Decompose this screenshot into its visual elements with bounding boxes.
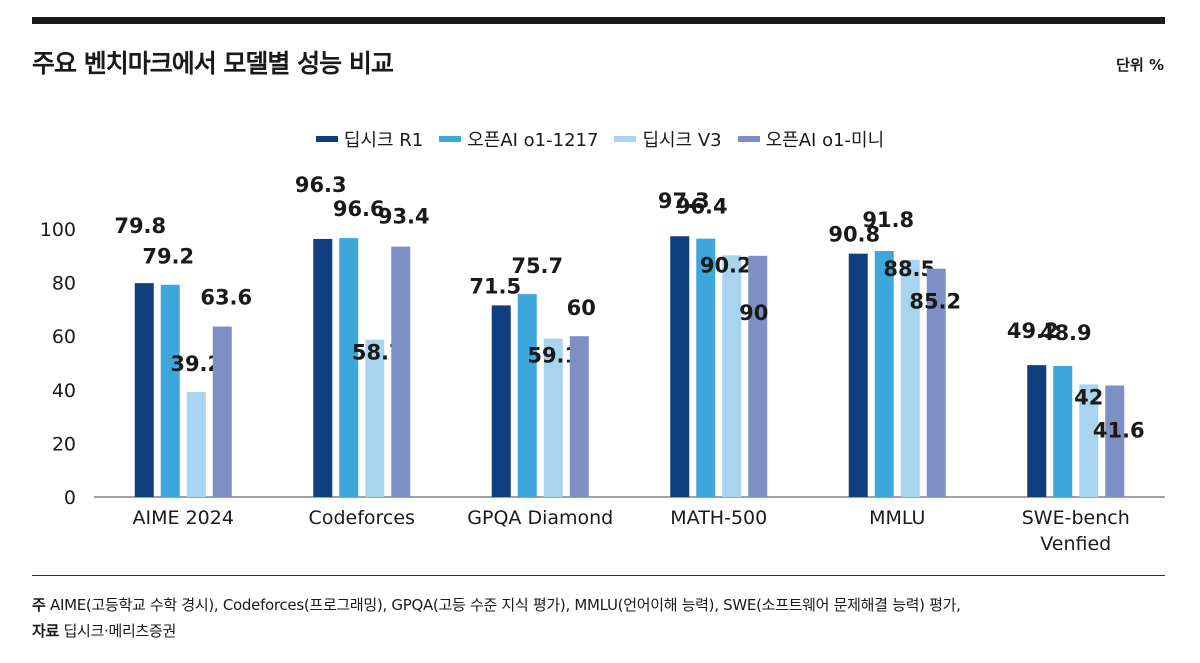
legend-swatch	[614, 136, 637, 142]
value-label: 93.4	[378, 205, 430, 229]
value-label: 79.8	[114, 214, 166, 238]
bar	[160, 284, 180, 497]
category-label: Codeforces	[309, 507, 415, 529]
value-label: 97.3	[658, 189, 710, 213]
bar	[848, 253, 868, 497]
legend-label: 오픈AI o1-미니	[765, 130, 885, 151]
bar	[900, 259, 920, 497]
bar	[1105, 385, 1125, 497]
value-label: 63.6	[200, 286, 252, 310]
bar	[1053, 365, 1073, 497]
y-tick-label: 20	[52, 433, 76, 455]
value-label: 49.2	[1007, 319, 1059, 343]
note-label: 주	[32, 596, 46, 614]
bar	[1027, 365, 1047, 497]
legend-swatch	[315, 136, 338, 142]
value-label: 42	[1074, 385, 1103, 409]
divider	[32, 575, 1165, 576]
category-label: AIME 2024	[133, 507, 234, 529]
notes: 주 AIME(고등학교 수학 경시), Codeforces(프로그래밍), G…	[32, 592, 961, 644]
bar	[543, 338, 563, 497]
legend-label: 딥시크 V3	[642, 130, 722, 151]
legend-item: 오픈AI o1-1217	[439, 126, 598, 152]
note-line: 주 AIME(고등학교 수학 경시), Codeforces(프로그래밍), G…	[32, 592, 961, 618]
bar	[212, 326, 232, 497]
bar	[517, 294, 537, 497]
legend: 딥시크 R1 오픈AI o1-1217 딥시크 V3 오픈AI o1-미니	[0, 126, 1200, 152]
chart-title: 주요 벤치마크에서 모델별 성능 비교	[32, 49, 394, 78]
bar	[365, 339, 385, 497]
source-line: 자료 딥시크·메리츠증권	[32, 618, 961, 644]
category-label: GPQA Diamond	[467, 507, 613, 529]
bar	[696, 238, 716, 497]
category-label: MATH-500	[670, 507, 767, 529]
bar	[722, 255, 742, 497]
y-tick-label: 0	[64, 487, 76, 509]
value-label: 90.8	[828, 223, 880, 247]
value-label: 71.5	[469, 274, 521, 298]
value-label: 90	[739, 301, 768, 325]
bar	[134, 283, 154, 497]
value-label: 75.7	[511, 254, 563, 278]
source-text: 딥시크·메리츠증권	[63, 622, 176, 640]
bar	[313, 238, 333, 497]
y-tick-label: 40	[52, 380, 76, 402]
legend-swatch	[737, 136, 760, 142]
bar	[670, 236, 690, 497]
y-tick-label: 60	[52, 326, 76, 348]
note-text: AIME(고등학교 수학 경시), Codeforces(프로그래밍), GPQ…	[49, 596, 961, 614]
bar	[339, 238, 359, 497]
category-label: Venfied	[1040, 533, 1111, 555]
value-label: 85.2	[909, 290, 961, 314]
value-label: 48.9	[1040, 321, 1092, 345]
value-label: 91.8	[862, 208, 914, 232]
category-label: MMLU	[869, 507, 925, 529]
legend-item: 오픈AI o1-미니	[737, 126, 885, 152]
bar	[391, 246, 411, 497]
value-label: 96.6	[333, 197, 385, 221]
bar	[1079, 384, 1099, 497]
y-tick-label: 80	[52, 273, 76, 295]
legend-label: 딥시크 R1	[343, 130, 424, 151]
bar	[491, 305, 511, 497]
value-label: 60	[567, 296, 596, 320]
value-label: 96.3	[295, 173, 347, 197]
source-label: 자료	[32, 622, 60, 640]
value-label: 88.5	[883, 257, 935, 281]
top-rule	[32, 17, 1165, 24]
legend-swatch	[439, 136, 462, 142]
value-label: 79.2	[142, 245, 194, 269]
value-label: 90.2	[700, 253, 752, 277]
legend-item: 딥시크 R1	[315, 126, 424, 152]
bar	[186, 391, 206, 497]
value-label: 96.4	[676, 195, 728, 219]
y-tick-label: 100	[40, 219, 76, 241]
legend-item: 딥시크 V3	[614, 126, 722, 152]
bar	[874, 250, 894, 497]
bar	[569, 336, 589, 497]
bar	[748, 255, 768, 497]
bar	[926, 268, 946, 497]
unit-label: 단위 %	[1116, 56, 1164, 74]
legend-label: 오픈AI o1-1217	[467, 130, 599, 151]
category-label: SWE-bench	[1022, 507, 1130, 529]
value-label: 41.6	[1093, 419, 1145, 443]
